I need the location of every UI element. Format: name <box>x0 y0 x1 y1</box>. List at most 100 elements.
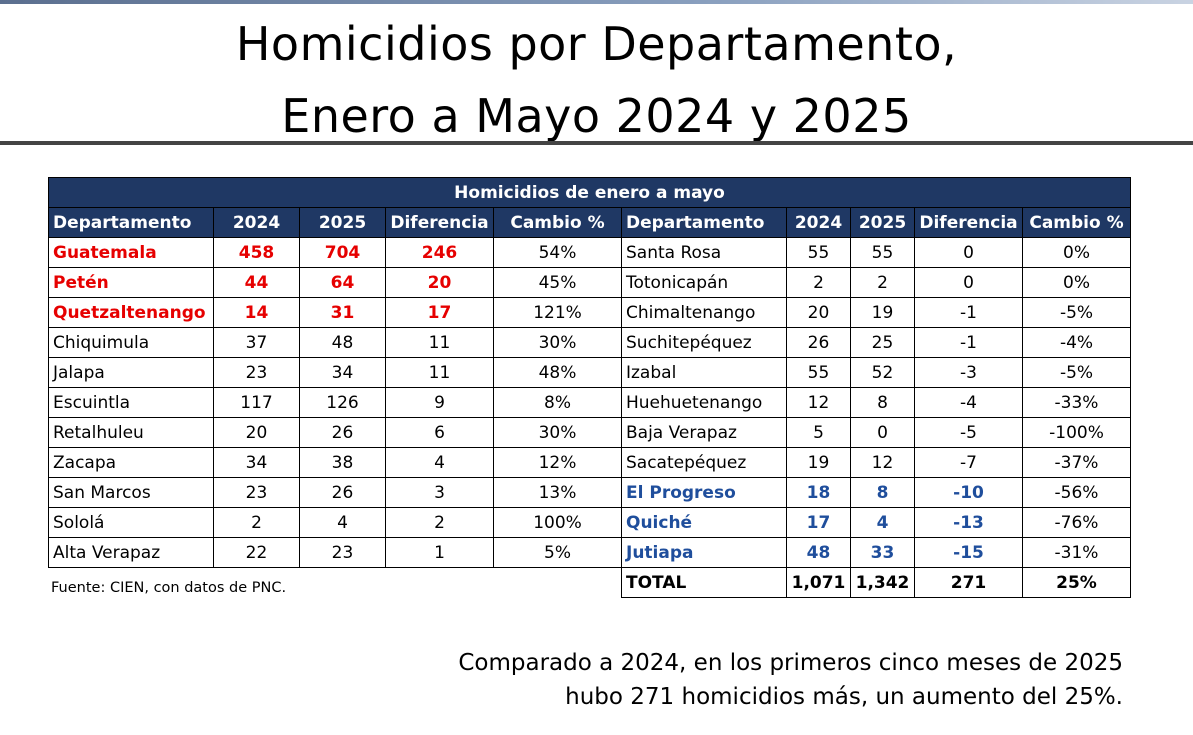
cell-diferencia: -1 <box>914 297 1023 328</box>
cell-cambio: -4% <box>1022 327 1131 358</box>
total-departamento: TOTAL <box>621 567 787 598</box>
col-header-diferencia: Diferencia <box>385 207 494 238</box>
total-cambio: 25% <box>1022 567 1131 598</box>
col-header-diferencia: Diferencia <box>914 207 1023 238</box>
cell-cambio: 121% <box>493 297 622 328</box>
cell-valor-2025: 4 <box>299 507 386 538</box>
table-row: Quetzaltenango 14 31 17 121% Chimaltenango 20 1… <box>48 297 1131 328</box>
col-header-cambio: Cambio % <box>1022 207 1131 238</box>
cell-diferencia: -15 <box>914 537 1023 568</box>
cell-departamento: Izabal <box>621 357 787 388</box>
cell-valor-2024: 26 <box>786 327 851 358</box>
cell-cambio: -31% <box>1022 537 1131 568</box>
cell-diferencia: 0 <box>914 237 1023 268</box>
cell-diferencia: 1 <box>385 537 494 568</box>
cell-valor-2025: 8 <box>850 477 915 508</box>
cell-valor-2024: 2 <box>213 507 300 538</box>
cell-valor-2025: 0 <box>850 417 915 448</box>
cell-cambio: 30% <box>493 327 622 358</box>
cell-valor-2025: 2 <box>850 267 915 298</box>
page-title: Homicidios por Departamento, Enero a May… <box>0 8 1193 152</box>
col-header-departamento: Departamento <box>48 207 214 238</box>
cell-departamento: Alta Verapaz <box>48 537 214 568</box>
cell-valor-2024: 34 <box>213 447 300 478</box>
title-line-2: Enero a Mayo 2024 y 2025 <box>281 89 912 143</box>
col-header-departamento: Departamento <box>621 207 787 238</box>
cell-cambio: -37% <box>1022 447 1131 478</box>
cell-diferencia: 3 <box>385 477 494 508</box>
cell-valor-2025: 126 <box>299 387 386 418</box>
total-valor-2025: 1,342 <box>850 567 915 598</box>
empty-cell <box>386 568 494 598</box>
cell-departamento: Baja Verapaz <box>621 417 787 448</box>
table-caption: Homicidios de enero a mayo <box>48 177 1131 208</box>
cell-valor-2024: 20 <box>786 297 851 328</box>
cell-valor-2024: 55 <box>786 237 851 268</box>
table-row: Sololá 2 4 2 100% Quiché 17 4 -13 -76% <box>48 507 1131 538</box>
cell-valor-2024: 14 <box>213 297 300 328</box>
empty-cell <box>494 568 622 598</box>
cell-valor-2025: 52 <box>850 357 915 388</box>
cell-diferencia: 17 <box>385 297 494 328</box>
source-note: Fuente: CIEN, con datos de PNC. <box>51 580 287 596</box>
cell-valor-2024: 48 <box>786 537 851 568</box>
table-row: Escuintla 117 126 9 8% Huehuetenango 12 8 -4 -33% <box>48 387 1131 418</box>
cell-valor-2025: 19 <box>850 297 915 328</box>
cell-valor-2025: 34 <box>299 357 386 388</box>
table-row: Petén 44 64 20 45% Totonicapán 2 2 0 0% <box>48 267 1131 298</box>
cell-valor-2024: 20 <box>213 417 300 448</box>
cell-cambio: 0% <box>1022 267 1131 298</box>
cell-cambio: 5% <box>493 537 622 568</box>
cell-valor-2024: 22 <box>213 537 300 568</box>
table-row: Jalapa 23 34 11 48% Izabal 55 52 -3 -5% <box>48 357 1131 388</box>
cell-departamento: Retalhuleu <box>48 417 214 448</box>
cell-valor-2024: 12 <box>786 387 851 418</box>
col-header-2024: 2024 <box>213 207 300 238</box>
cell-cambio: -100% <box>1022 417 1131 448</box>
cell-valor-2024: 5 <box>786 417 851 448</box>
cell-diferencia: 2 <box>385 507 494 538</box>
cell-valor-2025: 26 <box>299 477 386 508</box>
cell-diferencia: -1 <box>914 327 1023 358</box>
cell-cambio: -33% <box>1022 387 1131 418</box>
cell-valor-2025: 31 <box>299 297 386 328</box>
cell-cambio: -56% <box>1022 477 1131 508</box>
table-row: Retalhuleu 20 26 6 30% Baja Verapaz 5 0 -5 -100% <box>48 417 1131 448</box>
cell-valor-2025: 23 <box>299 537 386 568</box>
title-divider <box>0 141 1193 145</box>
cell-diferencia: -3 <box>914 357 1023 388</box>
table-caption-row: Homicidios de enero a mayo <box>48 177 1131 208</box>
title-line-1: Homicidios por Departamento, <box>235 17 958 71</box>
cell-valor-2024: 19 <box>786 447 851 478</box>
cell-valor-2025: 704 <box>299 237 386 268</box>
cell-valor-2024: 17 <box>786 507 851 538</box>
total-valor-2024: 1,071 <box>786 567 851 598</box>
cell-valor-2025: 25 <box>850 327 915 358</box>
cell-diferencia: 9 <box>385 387 494 418</box>
cell-departamento: Quiché <box>621 507 787 538</box>
cell-departamento: Escuintla <box>48 387 214 418</box>
cell-valor-2024: 23 <box>213 357 300 388</box>
cell-departamento: El Progreso <box>621 477 787 508</box>
table-row: Guatemala 458 704 246 54% Santa Rosa 55 55 0 0% <box>48 237 1131 268</box>
cell-valor-2024: 44 <box>213 267 300 298</box>
col-header-cambio: Cambio % <box>493 207 622 238</box>
table-row: Chiquimula 37 48 11 30% Suchitepéquez 26 25 -1 -4… <box>48 327 1131 358</box>
cell-departamento: Suchitepéquez <box>621 327 787 358</box>
cell-valor-2025: 33 <box>850 537 915 568</box>
cell-departamento: Guatemala <box>48 237 214 268</box>
summary-line-2: hubo 271 homicidios más, un aumento del … <box>565 684 1123 710</box>
cell-valor-2025: 64 <box>299 267 386 298</box>
cell-departamento: Jalapa <box>48 357 214 388</box>
cell-cambio: 100% <box>493 507 622 538</box>
cell-diferencia: -7 <box>914 447 1023 478</box>
cell-departamento: San Marcos <box>48 477 214 508</box>
cell-valor-2025: 26 <box>299 417 386 448</box>
cell-diferencia: 11 <box>385 357 494 388</box>
cell-valor-2024: 55 <box>786 357 851 388</box>
cell-valor-2024: 18 <box>786 477 851 508</box>
cell-diferencia: 246 <box>385 237 494 268</box>
cell-valor-2024: 2 <box>786 267 851 298</box>
cell-valor-2024: 458 <box>213 237 300 268</box>
cell-cambio: 30% <box>493 417 622 448</box>
